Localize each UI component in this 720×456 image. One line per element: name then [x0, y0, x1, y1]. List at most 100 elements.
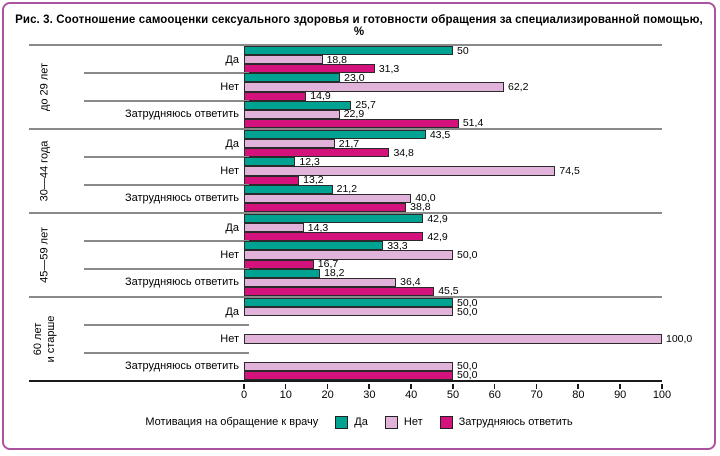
axis-tick [493, 384, 496, 389]
bar-value-label: 45,5 [438, 285, 459, 298]
category-label: Да [225, 53, 239, 66]
bar-no [244, 166, 556, 176]
bar-yes [244, 214, 424, 224]
category-label: Затрудняюсь ответить [124, 192, 239, 205]
bar-slot: 50,0 [244, 248, 662, 261]
category-row: Да 42,9 14,3 42,9 [29, 212, 662, 242]
axis-tick [535, 384, 538, 389]
bar-no [244, 334, 662, 344]
bar-value-label: 51,4 [462, 117, 484, 130]
age-group: 60 лет и старше Да 50,0 50,0 Нет 100,0 Затрудня… [29, 296, 692, 380]
bar-undecided [244, 118, 459, 128]
bar-value-label: 21,2 [336, 182, 358, 195]
bar-slot: 40,0 [244, 193, 662, 203]
bar-slot: 13,2 [244, 173, 662, 186]
legend-item-label: Нет [403, 416, 423, 428]
axis-tick-label: 30 [363, 389, 376, 401]
axis-tick [577, 384, 579, 389]
axis-tick-label: 70 [530, 389, 543, 401]
bar-value-label: 50,0 [457, 360, 478, 373]
bar-value-label: 13,2 [303, 173, 324, 186]
category-row: Нет 12,3 74,5 13,2 [29, 155, 662, 186]
bar-slot: 14,3 [244, 221, 662, 234]
bar-no [244, 109, 340, 119]
bar-no [244, 307, 453, 317]
bar-slot: 21,2 [244, 182, 662, 195]
bar-cluster: 33,3 50,0 16,7 [244, 241, 662, 270]
bar-slot: 42,9 [244, 212, 662, 225]
axis-tick-label: 90 [614, 389, 627, 401]
bar-slot: 23,0 [244, 71, 662, 84]
bar-value-label: 34,8 [393, 146, 414, 159]
x-axis: 0 10 20 30 40 50 60 70 80 90 100 [241, 384, 671, 406]
bar-slot: 25,7 [244, 100, 662, 110]
axis-tick-label: 40 [405, 389, 418, 401]
category-row: Да 50 18,8 31,3 [29, 44, 662, 74]
bar-value-label: 22,9 [343, 108, 365, 121]
axis-tick-label: 0 [240, 389, 248, 401]
bar-slot: 31,3 [244, 64, 662, 74]
bar-undecided [244, 148, 390, 158]
bar-value-label: 38,8 [410, 201, 431, 214]
bar-yes [244, 73, 341, 83]
bar-no [244, 277, 397, 287]
bar-value-label: 50,0 [457, 296, 478, 309]
category-label: Затрудняюсь ответить [124, 108, 239, 121]
bar-cluster: 50 18,8 31,3 [244, 44, 662, 74]
bar-value-label: 50,0 [457, 248, 478, 261]
bar-slot: 45,5 [244, 285, 662, 298]
axis-tick [326, 384, 329, 389]
bar-slot: 42,9 [244, 232, 662, 242]
bar-value-label: 12,3 [299, 155, 320, 168]
age-group: до 29 лет Да 50 18,8 31,3 Нет 23,0 62,2 14,9 Затр… [29, 44, 662, 128]
bar-slot: 62,2 [244, 82, 662, 92]
plot-area: до 29 лет Да 50 18,8 31,3 Нет 23,0 62,2 14,9 Затр… [29, 44, 692, 382]
category-label: Затрудняюсь ответить [124, 276, 239, 289]
bar-slot [244, 325, 662, 334]
bar-value-label: 50 [457, 44, 469, 57]
bar-yes [244, 268, 321, 278]
legend-item: Да [335, 415, 368, 429]
bar-cluster: 43,5 21,7 34,8 [244, 129, 662, 159]
figure-frame: Рис. 3. Соотношение самооценки сексуальн… [2, 2, 716, 450]
bar-cluster: 23,0 62,2 14,9 [244, 71, 662, 101]
axis-tick [284, 384, 287, 389]
axis-tick-label: 60 [488, 389, 501, 401]
category-label: Нет [220, 332, 239, 345]
bar-value-label: 42,9 [427, 212, 448, 225]
category-label: Да [225, 305, 239, 318]
bar-value-label: 14,3 [307, 221, 329, 234]
category-label: Затрудняюсь ответить [124, 360, 239, 373]
bar-slot: 51,4 [244, 117, 662, 130]
bar-value-label: 74,5 [559, 164, 580, 177]
category-row: Затрудняюсь ответить 18,2 36,4 45,5 [29, 267, 662, 298]
bar-value-label: 23,0 [344, 71, 365, 84]
bar-undecided [244, 259, 314, 269]
bar-slot: 18,2 [244, 268, 662, 278]
bar-undecided [244, 286, 435, 296]
bar-yes [244, 130, 426, 140]
bar-yes [244, 184, 333, 194]
bar-no [244, 82, 504, 92]
axis-tick-label: 20 [321, 389, 334, 401]
axis-tick-label: 10 [279, 389, 292, 401]
bar-value-label: 16,7 [317, 257, 339, 270]
category-label: Нет [220, 80, 239, 93]
bar-slot: 50,0 [244, 306, 662, 317]
bar-cluster: 50,0 50,0 [244, 353, 662, 380]
axis-tick [619, 384, 621, 389]
bar-slot: 33,3 [244, 241, 662, 251]
axis-tick-label: 80 [572, 389, 585, 401]
legend: Мотивация на обращение к врачу Да Нет Затр… [4, 413, 714, 431]
bar-cluster: 42,9 14,3 42,9 [244, 212, 662, 242]
category-row: Нет 23,0 62,2 14,9 [29, 71, 662, 101]
bar-slot: 22,9 [244, 108, 662, 121]
bar-undecided [244, 175, 300, 185]
bar-yes [244, 100, 352, 110]
bar-cluster: 100,0 [244, 325, 692, 352]
axis-tick [243, 384, 245, 389]
legend-swatch-icon [384, 415, 398, 429]
category-row: Нет 100,0 [29, 324, 692, 352]
bar-value-label: 36,4 [400, 276, 421, 289]
bar-no [244, 139, 335, 149]
